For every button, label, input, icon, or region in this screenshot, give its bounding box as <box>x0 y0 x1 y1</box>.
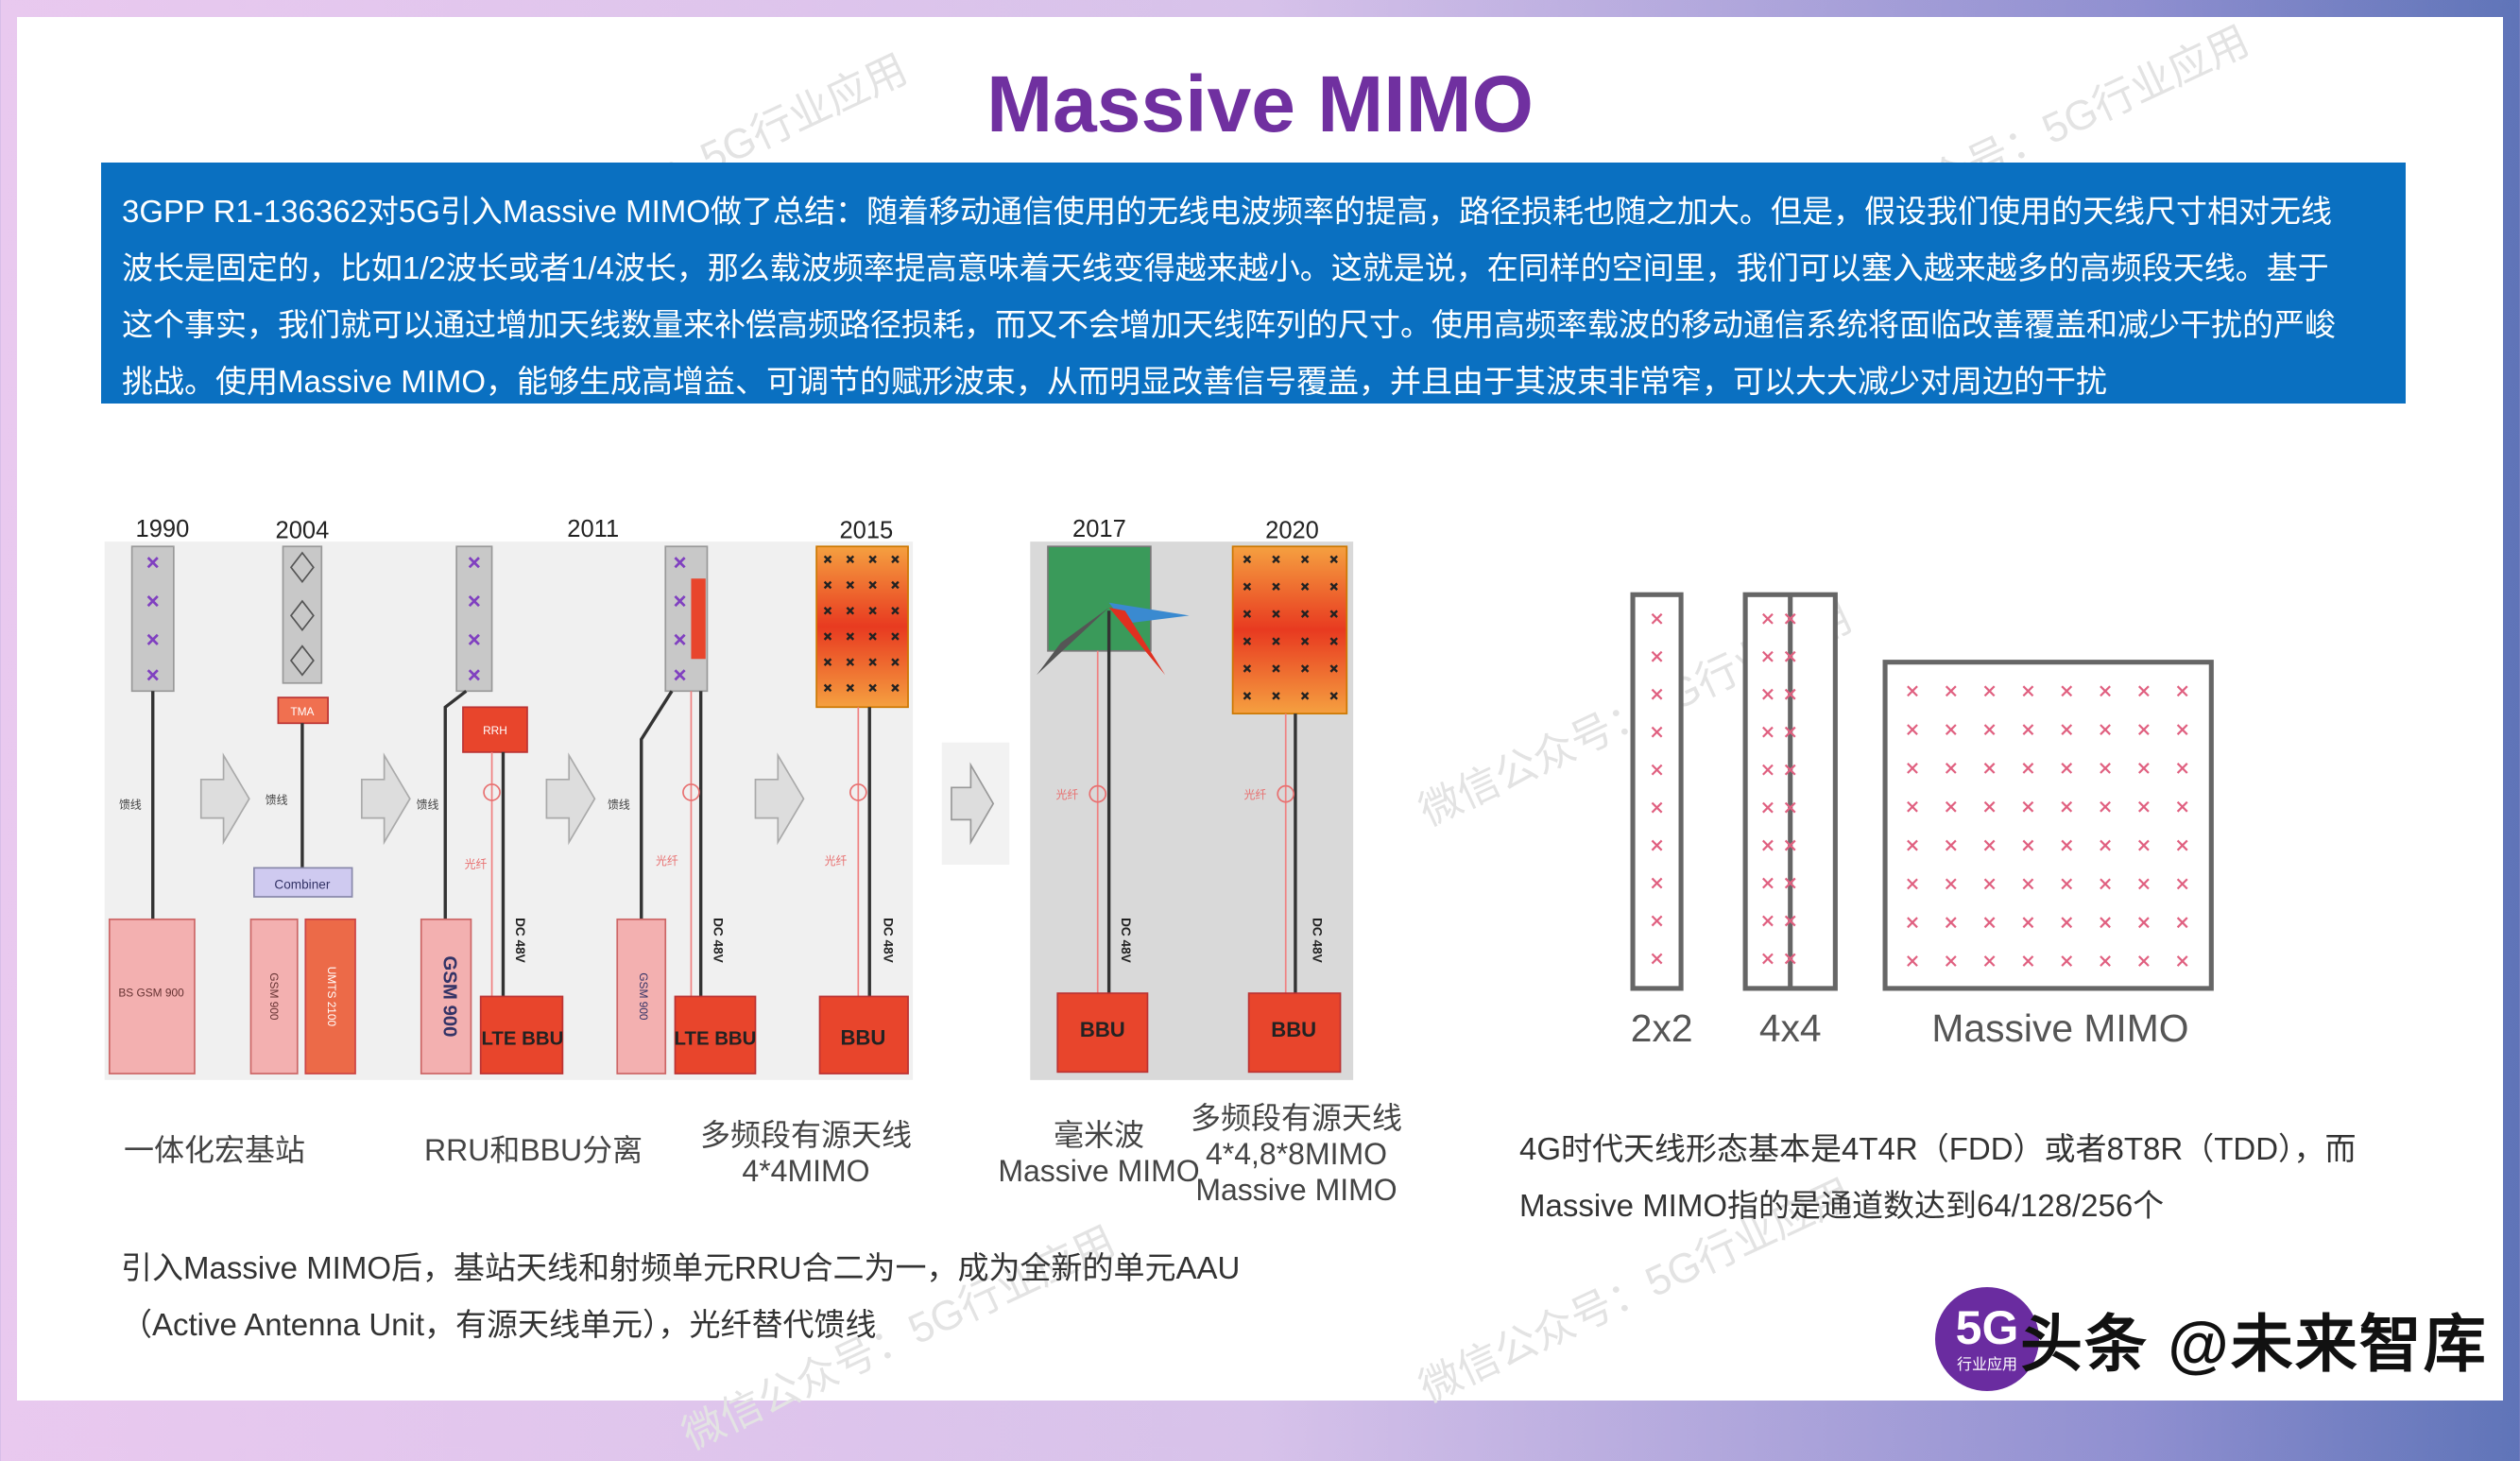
box-label: BBU <box>1271 1018 1316 1041</box>
caption-line: 多频段有源天线 <box>1190 1101 1402 1135</box>
antenna-label: 2x2 <box>1631 1006 1693 1050</box>
summary-line: 波长是固定的，比如1/2波长或者1/4波长，那么载波频率提高意味着天线变得越来越… <box>122 250 2329 285</box>
summary-line: 这个事实，我们就可以通过增加天线数量来补偿高频路径损耗，而又不会增加天线阵列的尺… <box>122 307 2336 342</box>
feeder-label: 馈线 <box>417 798 439 811</box>
year-label: 2011 <box>567 516 619 542</box>
lte-bbu-box <box>479 995 564 1074</box>
box-label: LTE BBU <box>481 1028 563 1049</box>
text-line: Massive MIMO指的是通道数达到64/128/256个 <box>1519 1188 2165 1223</box>
dc48v-label: DC 48V <box>1119 918 1133 963</box>
bbu-box <box>1056 992 1149 1074</box>
antenna-massive-mimo <box>1882 660 2214 991</box>
antenna-2004 <box>282 545 323 684</box>
bbu-box <box>818 995 909 1074</box>
antenna-evolution-diagram: 1990 2004 2011 2015 2017 2020 BS GSM 900… <box>104 516 2214 1080</box>
caption-integrated: 一体化宏基站 <box>124 1133 306 1167</box>
caption-line: 4*4MIMO <box>742 1154 870 1188</box>
arrow-icon <box>199 752 805 846</box>
box-label: BS GSM 900 <box>118 986 184 999</box>
caption-line: 毫米波 <box>1053 1118 1144 1152</box>
caption-line: Massive MIMO <box>1195 1173 1397 1207</box>
antenna-2x2 <box>1630 592 1684 991</box>
box-label: RRH <box>483 724 507 737</box>
gsm900-box <box>249 918 299 1074</box>
caption-line: 多频段有源天线 <box>699 1118 912 1152</box>
arrow-icon <box>951 762 995 846</box>
fiber-label: 光纤 <box>656 854 678 868</box>
box-label: GSM 900 <box>439 955 460 1037</box>
box-label: LTE BBU <box>675 1028 757 1049</box>
rrh-box <box>462 706 528 753</box>
dc48v-label: DC 48V <box>882 918 896 963</box>
caption-line: Massive MIMO <box>998 1154 1200 1188</box>
dc48v-label: DC 48V <box>1311 918 1325 963</box>
box-label: GSM 900 <box>637 972 650 1021</box>
antenna-label: 4x4 <box>1759 1006 1822 1050</box>
year-label: 2020 <box>1265 518 1319 544</box>
box-label: GSM 900 <box>267 972 281 1021</box>
logo-text: 头条 @未来智库 <box>2020 1309 2488 1379</box>
year-label: 1990 <box>136 516 190 542</box>
year-label: 2017 <box>1072 516 1126 542</box>
mmwave-array <box>1047 545 1152 652</box>
summary-line: 挑战。使用Massive MIMO，能够生成高增益、可调节的赋形波束，从而明显改… <box>122 364 2108 399</box>
year-label: 2004 <box>276 518 330 544</box>
text-line: （Active Antenna Unit，有源天线单元），光纤替代馈线 <box>121 1307 877 1342</box>
caption-mmwave: 毫米波 Massive MIMO <box>986 1117 1212 1189</box>
fiber-label: 光纤 <box>825 854 848 868</box>
box-label: TMA <box>290 705 314 718</box>
lte-bbu-box <box>674 995 757 1074</box>
box-label: BBU <box>840 1025 885 1049</box>
box-label: BBU <box>1080 1018 1125 1041</box>
fiber-label: 光纤 <box>1243 788 1266 801</box>
logo-badge: 5G 行业应用 <box>1935 1287 2039 1391</box>
combiner-box <box>253 867 353 898</box>
dc48v-label: DC 48V <box>513 918 527 963</box>
box-label: Combiner <box>274 877 330 891</box>
caption-active-massive: 多频段有源天线 4*4,8*8MIMO Massive MIMO <box>1164 1100 1429 1208</box>
page-title: Massive MIMO <box>986 60 1534 148</box>
feeder-label: 馈线 <box>119 798 142 811</box>
antenna-label: Massive MIMO <box>1931 1006 2188 1050</box>
text-line: 4G时代天线形态基本是4T4R（FDD）或者8T8R（TDD），而 <box>1519 1131 2357 1166</box>
caption-line: 4*4,8*8MIMO <box>1205 1137 1388 1171</box>
bottom-left-text: 引入Massive MIMO后，基站天线和射频单元RRU合二为一，成为全新的单元… <box>121 1240 1240 1353</box>
feeder-label: 馈线 <box>608 798 630 811</box>
antenna-2011 <box>455 545 493 693</box>
year-label: 2015 <box>839 518 893 544</box>
antenna-1990 <box>130 545 175 693</box>
caption-active-4x4: 多频段有源天线 4*4MIMO <box>674 1117 938 1189</box>
dc48v-label: DC 48V <box>711 918 725 963</box>
active-antenna-2020 <box>1231 545 1348 714</box>
fiber-label: 光纤 <box>1056 788 1079 801</box>
right-text: 4G时代天线形态基本是4T4R（FDD）或者8T8R（TDD），而 Massiv… <box>1519 1121 2357 1234</box>
box-label: UMTS 2100 <box>325 967 338 1027</box>
gsm900-box <box>420 918 472 1074</box>
caption-rru-bbu: RRU和BBU分离 <box>424 1133 643 1167</box>
summary-box: 3GPP R1-136362对5G引入Massive MIMO做了总结：随着移动… <box>101 163 2406 404</box>
bbu-box <box>1247 992 1342 1074</box>
fiber-label: 光纤 <box>465 857 488 870</box>
bs-gsm900-box <box>108 918 196 1074</box>
umts2100-box <box>304 918 356 1074</box>
gsm900-box <box>616 918 667 1074</box>
text-line: 引入Massive MIMO后，基站天线和射频单元RRU合二为一，成为全新的单元… <box>121 1250 1241 1285</box>
active-antenna-2015 <box>815 545 909 709</box>
summary-line: 3GPP R1-136362对5G引入Massive MIMO做了总结：随着移动… <box>122 194 2332 229</box>
logo: 5G 行业应用 头条 @未来智库 <box>1935 1287 2488 1391</box>
feeder-label: 馈线 <box>266 793 288 806</box>
